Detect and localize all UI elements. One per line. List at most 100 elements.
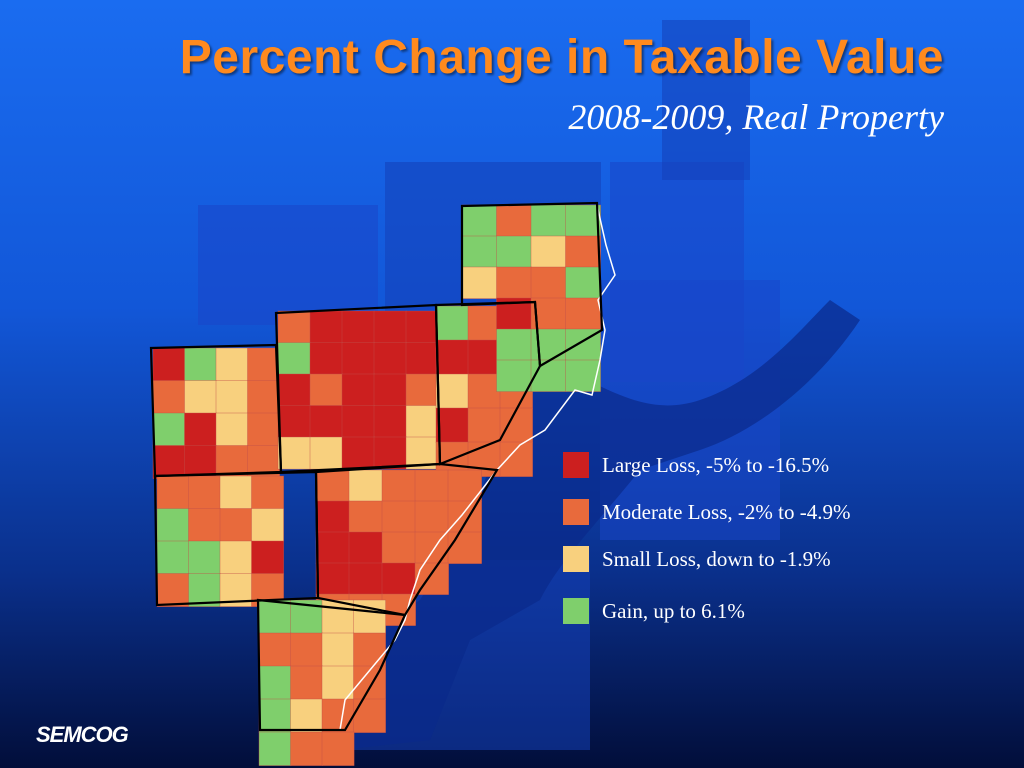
county-monroe-tile (258, 665, 292, 700)
county-washtenaw-tile (156, 573, 190, 607)
county-livingston-tile (184, 412, 217, 447)
county-macomb-tile (435, 339, 469, 375)
county-st-clair-tile (530, 328, 567, 361)
county-macomb-tile (435, 407, 469, 443)
background-land-shape (198, 205, 378, 325)
county-livingston-tile (152, 347, 186, 382)
county-livingston-tile (184, 445, 217, 479)
county-monroe-tile (290, 731, 323, 766)
county-oakland-tile (405, 310, 439, 344)
county-livingston-tile (152, 380, 186, 414)
county-washtenaw-tile (219, 475, 253, 510)
county-macomb-tile (467, 373, 501, 409)
county-oakland-tile (309, 373, 343, 407)
county-oakland-tile (277, 405, 311, 438)
county-macomb-tile (435, 373, 469, 409)
county-oakland-tile (309, 310, 343, 344)
county-oakland-tile (373, 342, 407, 375)
county-wayne-tile (414, 469, 449, 502)
county-monroe-tile (258, 731, 292, 766)
county-border (460, 201, 604, 368)
county-oakland-tile (309, 342, 343, 375)
county-oakland-tile (405, 342, 439, 375)
county-monroe-tile (258, 599, 292, 634)
county-macomb-tile (499, 407, 533, 443)
county-st-clair-tile (565, 266, 601, 299)
county-washtenaw-tile (251, 475, 284, 510)
county-wayne-tile (381, 531, 416, 564)
county-st-clair-tile (530, 204, 567, 237)
county-monroe-tile (290, 665, 323, 700)
county-monroe-tile (353, 632, 386, 667)
county-washtenaw-tile (219, 540, 253, 575)
legend-swatch-gain (563, 598, 589, 624)
county-oakland-tile (373, 436, 407, 470)
county-st-clair-tile (496, 235, 532, 268)
county-wayne-tile (414, 500, 449, 533)
county-washtenaw-tile (188, 508, 221, 542)
county-st-clair-tile (530, 359, 567, 392)
county-st-clair-tile (565, 359, 601, 392)
legend-item-moderate-loss: Moderate Loss, -2% to -4.9% (563, 499, 850, 525)
county-macomb-tile (435, 305, 469, 341)
county-livingston-tile (247, 347, 280, 382)
county-oakland-tile (373, 310, 407, 344)
county-wayne-tile (315, 469, 350, 502)
county-monroe-tile (258, 632, 292, 667)
legend-item-gain: Gain, up to 6.1% (563, 598, 745, 624)
county-wayne-tile (315, 562, 350, 595)
county-livingston-tile (152, 445, 186, 479)
county-monroe-tile (290, 632, 323, 667)
county-macomb-tile (499, 441, 533, 477)
county-border (256, 598, 407, 732)
county-oakland-tile (277, 342, 311, 375)
county-washtenaw-tile (219, 508, 253, 542)
semcog-logo: SEMCOG (36, 722, 129, 747)
county-monroe-tile (321, 665, 355, 700)
county-oakland-tile (373, 373, 407, 407)
legend-item-small-loss: Small Loss, down to -1.9% (563, 546, 831, 572)
background-land-shape (662, 20, 750, 180)
county-wayne-tile (447, 531, 482, 564)
county-livingston-tile (247, 412, 280, 447)
county-oakland-tile (341, 436, 375, 470)
county-st-clair-tile (565, 204, 601, 237)
county-st-clair-tile (496, 266, 532, 299)
county-macomb-tile (467, 305, 501, 341)
legend-item-large-loss: Large Loss, -5% to -16.5% (563, 452, 829, 478)
county-wayne-tile (348, 531, 383, 564)
legend-label-gain: Gain, up to 6.1% (602, 598, 745, 623)
county-st-clair-tile (496, 328, 532, 361)
county-border (314, 462, 499, 617)
county-st-clair-tile (530, 235, 567, 268)
county-monroe-tile (321, 731, 355, 766)
legend-swatch-small-loss (563, 546, 589, 572)
slide-subtitle: 2008-2009, Real Property (568, 97, 944, 137)
county-st-clair-tile (565, 297, 601, 330)
county-oakland-tile (309, 405, 343, 438)
county-oakland-tile (277, 373, 311, 407)
county-oakland-tile (277, 436, 311, 470)
county-washtenaw-tile (156, 508, 190, 542)
county-oakland-tile (309, 436, 343, 470)
county-st-clair-tile (461, 204, 498, 237)
county-wayne-tile (315, 531, 350, 564)
county-washtenaw-tile (156, 540, 190, 575)
county-oakland-tile (341, 342, 375, 375)
county-washtenaw-tile (188, 573, 221, 607)
county-st-clair-tile (496, 204, 532, 237)
legend-label-moderate-loss: Moderate Loss, -2% to -4.9% (602, 499, 851, 524)
county-livingston-tile (215, 347, 249, 382)
county-monroe-tile (353, 698, 386, 733)
county-oakland-tile (341, 373, 375, 407)
county-st-clair-tile (496, 359, 532, 392)
county-oakland-tile (341, 405, 375, 438)
county-oakland-tile (405, 373, 439, 407)
county-borders (149, 201, 604, 732)
county-wayne-tile (315, 500, 350, 533)
county-wayne-tile (381, 469, 416, 502)
legend-label-small-loss: Small Loss, down to -1.9% (602, 546, 831, 571)
municipality-tiles (152, 204, 601, 766)
